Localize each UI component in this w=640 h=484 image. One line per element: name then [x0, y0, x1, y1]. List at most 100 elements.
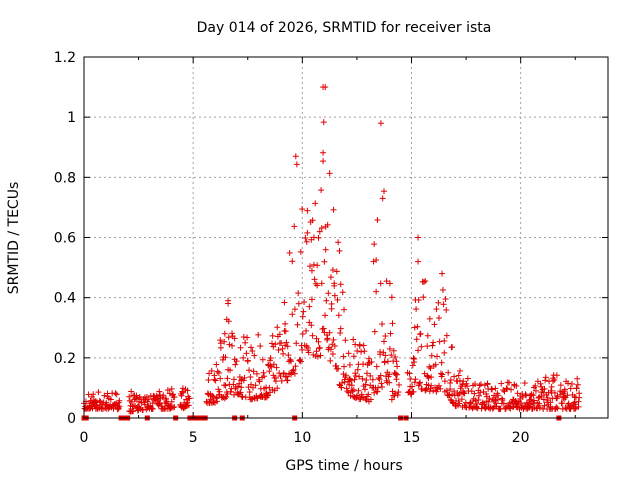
data-point [530, 397, 537, 404]
data-point [338, 384, 345, 391]
data-point [130, 408, 137, 415]
data-point [274, 385, 281, 392]
data-point [341, 363, 348, 370]
data-point [392, 353, 399, 360]
data-point [436, 338, 443, 345]
data-point [289, 367, 296, 374]
data-point [538, 392, 545, 399]
data-point [322, 312, 329, 319]
data-point [553, 404, 560, 411]
data-point [279, 345, 286, 352]
data-point [314, 262, 321, 269]
data-point [386, 280, 393, 287]
data-point [536, 393, 543, 400]
data-point [503, 385, 510, 392]
data-point [300, 308, 307, 315]
data-point [526, 404, 533, 411]
data-point [287, 356, 294, 363]
tick-labels: 0 0.2 0.4 0.6 0.8 1 1.2 0 5 10 15 20 [54, 50, 530, 446]
data-point [437, 385, 444, 392]
data-point [278, 340, 285, 347]
data-point [233, 358, 240, 365]
data-point [227, 388, 234, 395]
data-point [204, 390, 211, 397]
data-point [368, 359, 375, 366]
data-point [362, 381, 369, 388]
data-point [251, 352, 258, 359]
data-point [313, 348, 320, 355]
data-point [246, 389, 253, 396]
data-point [388, 294, 395, 301]
data-point [471, 390, 478, 397]
data-point [286, 249, 293, 256]
data-point [320, 149, 327, 156]
data-point [384, 358, 391, 365]
data-point [380, 349, 387, 356]
data-point [551, 389, 558, 396]
data-point [272, 378, 279, 385]
data-point [249, 348, 256, 355]
data-point [522, 391, 529, 398]
data-point [330, 206, 337, 213]
data-point [318, 187, 325, 194]
data-point [483, 390, 490, 397]
data-point [499, 396, 506, 403]
data-point [208, 367, 215, 374]
data-point [359, 375, 366, 382]
data-point [348, 387, 355, 394]
data-point [266, 368, 273, 375]
data-point [299, 346, 306, 353]
data-point [380, 338, 387, 345]
data-point [394, 371, 401, 378]
data-point [278, 377, 285, 384]
data-point [320, 325, 327, 332]
data-point [259, 356, 266, 363]
data-point [392, 370, 399, 377]
data-point [156, 399, 163, 406]
data-point [221, 338, 228, 345]
data-point [224, 390, 231, 397]
data-point [310, 261, 317, 268]
data-point [415, 258, 422, 265]
data-point [276, 331, 283, 338]
x-tick-label: 20 [512, 430, 530, 446]
data-point [342, 337, 349, 344]
data-point [337, 281, 344, 288]
data-point [244, 358, 251, 365]
data-point [290, 366, 297, 373]
data-point [415, 297, 422, 304]
data-point [230, 376, 237, 383]
data-point [575, 403, 582, 410]
data-point [148, 405, 155, 412]
data-point [231, 335, 238, 342]
y-tick-label: 0.6 [54, 231, 76, 247]
data-point [171, 403, 178, 410]
data-point [441, 378, 448, 385]
data-point [532, 387, 539, 394]
data-point [315, 338, 322, 345]
data-point [530, 400, 537, 407]
data-point-peak [439, 270, 446, 277]
data-point [226, 341, 233, 348]
data-point [241, 374, 248, 381]
data-point [382, 333, 389, 340]
data-point [508, 386, 515, 393]
data-point [510, 403, 517, 410]
data-point [215, 369, 222, 376]
data-point [461, 390, 468, 397]
data-point [320, 119, 327, 126]
data-point [296, 357, 303, 364]
data-point [490, 404, 497, 411]
data-point [126, 393, 133, 400]
data-point [134, 394, 141, 401]
data-point [428, 352, 435, 359]
data-point [553, 372, 560, 379]
data-point [260, 369, 267, 376]
data-point [418, 343, 425, 350]
data-point [371, 241, 378, 248]
data-point [317, 352, 324, 359]
data-point [386, 345, 393, 352]
data-point [111, 401, 118, 408]
data-point [350, 393, 357, 400]
data-point [532, 382, 539, 389]
